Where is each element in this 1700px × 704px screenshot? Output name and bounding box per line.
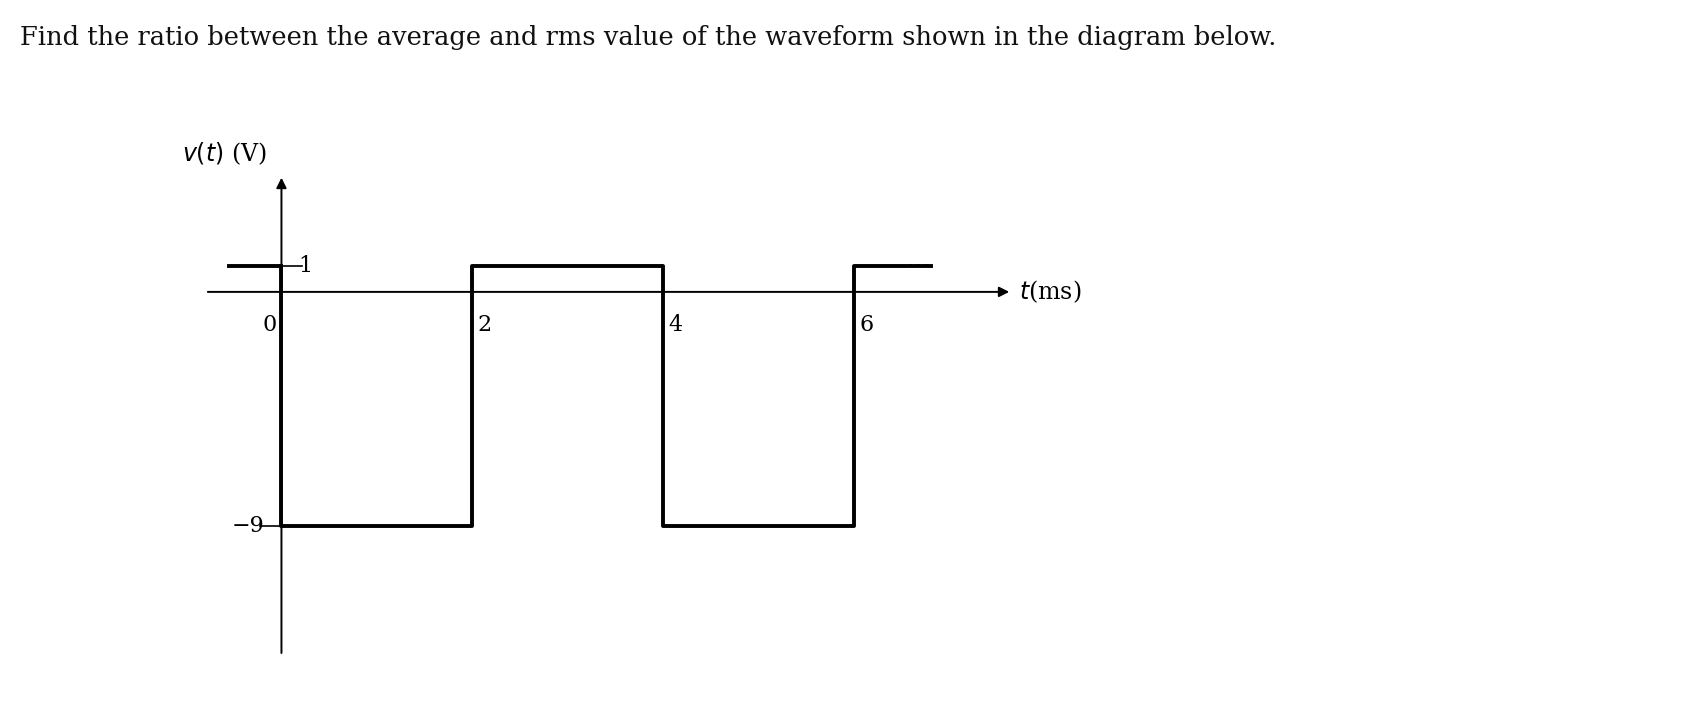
Text: −9: −9 [231, 515, 264, 537]
Text: 0: 0 [264, 314, 277, 336]
Text: $t$(ms): $t$(ms) [1018, 279, 1081, 306]
Text: ...: ... [908, 249, 932, 272]
Text: 4: 4 [668, 314, 682, 336]
Text: Find the ratio between the average and rms value of the waveform shown in the di: Find the ratio between the average and r… [20, 25, 1277, 50]
Text: 6: 6 [858, 314, 874, 336]
Text: 1: 1 [299, 255, 313, 277]
Text: $v(t)$ (V): $v(t)$ (V) [182, 141, 267, 167]
Text: 2: 2 [478, 314, 491, 336]
